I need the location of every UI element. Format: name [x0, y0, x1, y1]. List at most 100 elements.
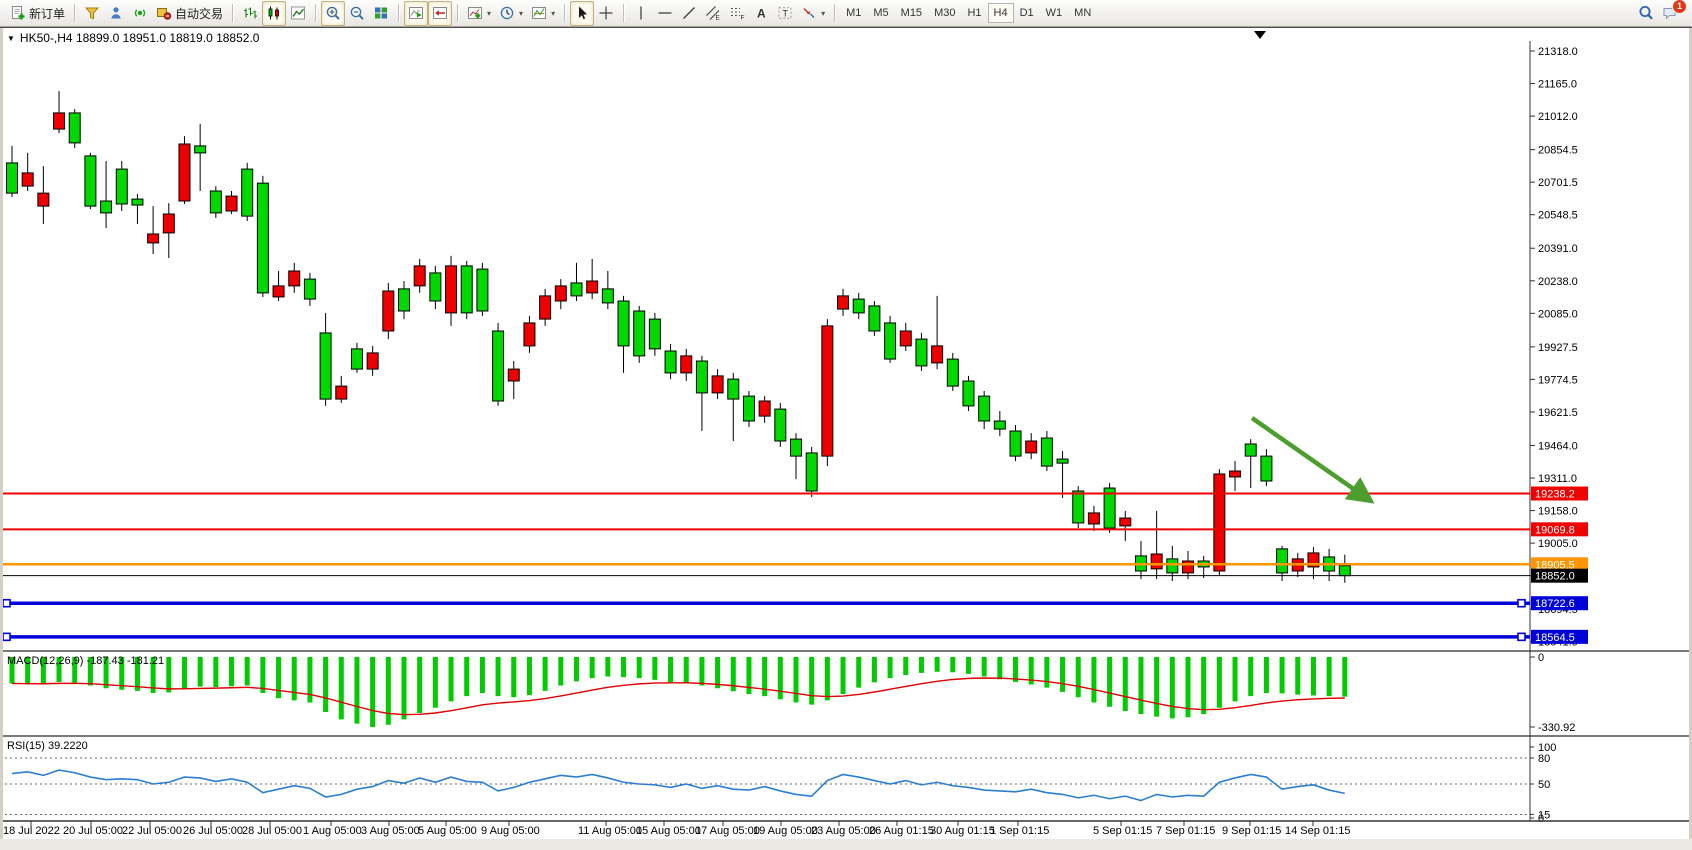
- crosshair-tool-button[interactable]: [594, 1, 618, 26]
- candle: [962, 380, 975, 407]
- candle: [100, 200, 113, 214]
- trendline-tool-button[interactable]: [677, 1, 701, 26]
- periods-button[interactable]: ▾: [495, 1, 527, 26]
- candle: [915, 338, 928, 367]
- candle: [476, 268, 489, 312]
- chart-area[interactable]: ▼ HK50-,H4 18899.0 18951.0 18819.0 18852…: [0, 27, 1692, 850]
- time-tick: 9 Sep 01:15: [1222, 825, 1281, 837]
- chart-canvas[interactable]: 21318.0 21165.0 21012.0 20854.5 20701.5 20548…: [0, 28, 1692, 850]
- time-tick: 20 Jul 05:00: [63, 825, 123, 837]
- candle: [1213, 473, 1226, 572]
- timeframe-m15-button[interactable]: M15: [900, 7, 923, 19]
- trend-arrow[interactable]: [1250, 416, 1375, 504]
- rsi-axis-label: 80: [1538, 753, 1550, 765]
- svg-text:A: A: [757, 7, 766, 21]
- time-tick: 5 Aug 05:00: [418, 825, 477, 837]
- support-blue-1-price-text: 18722.6: [1535, 598, 1575, 610]
- svg-text:T: T: [783, 9, 789, 19]
- tile-windows-button[interactable]: [369, 1, 393, 26]
- candle: [680, 355, 693, 374]
- candle: [1119, 517, 1132, 527]
- vline-icon: [640, 6, 642, 20]
- channel-tool-button[interactable]: E: [701, 1, 725, 26]
- text-tool-button[interactable]: A: [749, 1, 773, 26]
- support-blue-1-price-label: [1531, 596, 1588, 611]
- indicators-list-button[interactable]: ▾: [463, 1, 495, 26]
- templates-button[interactable]: ▾: [527, 1, 559, 26]
- support-blue-2-handle[interactable]: [1517, 632, 1526, 642]
- notifications-button[interactable]: 1: [1658, 0, 1687, 26]
- candle: [256, 182, 269, 294]
- time-tick: 26 Aug 01:15: [869, 825, 934, 837]
- arrows-tool-button[interactable]: ▾: [797, 1, 829, 26]
- candle: [1072, 490, 1085, 524]
- navigator-button[interactable]: [104, 1, 128, 26]
- rsi-label: RSI(15) 39.2220: [7, 740, 88, 752]
- horizontal-line-tool-button[interactable]: [653, 1, 677, 26]
- support-blue-1-handle[interactable]: [2, 598, 11, 608]
- timeframe-m30-button[interactable]: M30: [934, 7, 956, 19]
- time-tick: 18 Jul 2022: [3, 825, 60, 837]
- candle: [429, 272, 442, 302]
- time-tick: 15 Aug 05:00: [636, 825, 701, 837]
- support-blue-2-handle[interactable]: [2, 632, 11, 642]
- time-tick: 30 Aug 01:15: [930, 825, 995, 837]
- vertical-line-tool-button[interactable]: [629, 1, 653, 26]
- line-chart-button[interactable]: [286, 1, 310, 26]
- fibonacci-tool-button[interactable]: F: [725, 1, 749, 26]
- time-tick: 1 Aug 05:00: [303, 825, 362, 837]
- timeframe-h1-button[interactable]: H1: [967, 7, 982, 19]
- new-chart-button[interactable]: [128, 1, 152, 26]
- cursor-tool-button[interactable]: [570, 0, 595, 26]
- horizontal-lines-layer[interactable]: [0, 492, 1530, 642]
- candle: [241, 168, 254, 217]
- candle: [413, 265, 426, 287]
- window-right-border: [1689, 28, 1692, 850]
- support-blue-1-handle[interactable]: [1517, 598, 1526, 608]
- candlestick-chart-button[interactable]: [262, 0, 287, 26]
- candle: [507, 368, 520, 382]
- autotrade-icon: [157, 8, 172, 20]
- candle: [837, 295, 850, 310]
- time-tick: 17 Aug 05:00: [695, 825, 760, 837]
- toolbar-separator: [834, 4, 836, 22]
- timeframe-mn-button[interactable]: MN: [1074, 7, 1092, 19]
- rsi-axis-label: 100: [1538, 742, 1556, 754]
- template-icon: [532, 7, 547, 19]
- timeframe-m1-button[interactable]: M1: [846, 7, 862, 19]
- timeframe-w1-button[interactable]: W1: [1045, 7, 1063, 19]
- chart-shift-button[interactable]: [428, 0, 453, 26]
- candle: [445, 265, 458, 314]
- timeframe-h4-button[interactable]: H4: [987, 3, 1014, 23]
- chart-shift-marker[interactable]: [1254, 31, 1266, 39]
- chart-dropdown-icon[interactable]: ▼: [7, 33, 15, 43]
- timeframe-m5-button[interactable]: M5: [873, 7, 889, 19]
- label-tool-button[interactable]: T: [773, 1, 797, 26]
- time-axis[interactable]: 18 Jul 2022 20 Jul 05:00 22 Jul 05:00 26 Ju…: [3, 821, 1350, 837]
- drawn-objects[interactable]: [0, 28, 1692, 850]
- candle: [884, 322, 897, 360]
- candle: [1150, 553, 1163, 570]
- candle: [554, 285, 567, 302]
- candle: [288, 270, 301, 287]
- price-tick: 20854.5: [1538, 145, 1578, 157]
- price-tick: 20238.0: [1538, 276, 1578, 288]
- market-watch-button[interactable]: [80, 1, 104, 26]
- candle: [695, 360, 708, 394]
- bar-chart-button[interactable]: [238, 1, 262, 26]
- auto-scroll-button[interactable]: [404, 0, 429, 26]
- toolbar-separator: [74, 4, 76, 22]
- macd-signal-line: [11, 677, 1345, 716]
- zoom-out-button[interactable]: [345, 1, 369, 26]
- new-order-button[interactable]: 新订单: [6, 1, 69, 26]
- search-icon: [1639, 6, 1653, 20]
- candle: [460, 265, 473, 314]
- rsi-axis-label: 50: [1538, 779, 1550, 791]
- candle: [1009, 430, 1022, 457]
- search-button[interactable]: [1634, 1, 1658, 26]
- candle: [601, 288, 614, 304]
- zoom-in-button[interactable]: [321, 0, 346, 26]
- timeframe-d1-button[interactable]: D1: [1019, 7, 1034, 19]
- candle: [335, 385, 348, 400]
- auto-trading-button[interactable]: 自动交易: [152, 1, 227, 26]
